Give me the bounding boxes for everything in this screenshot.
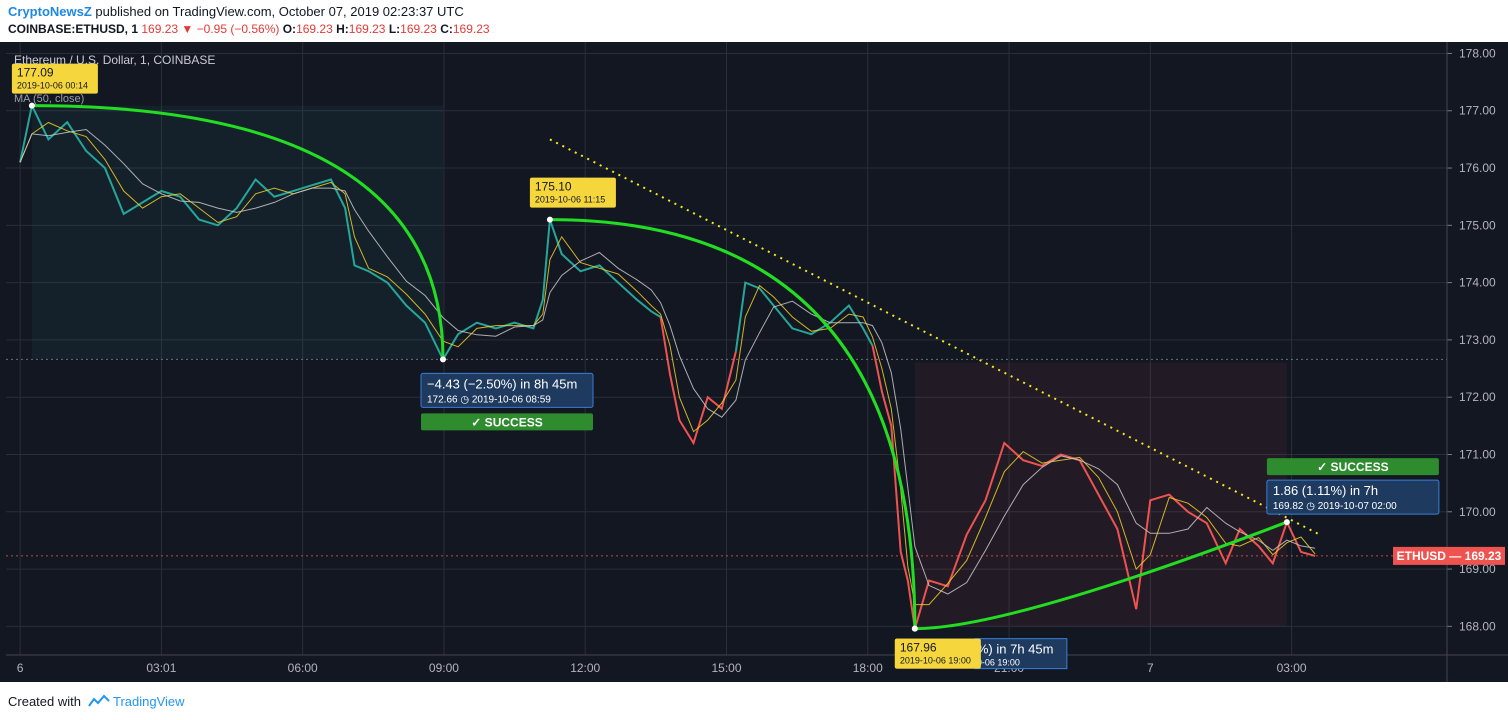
y-tick-label: 175.00 [1459,218,1496,232]
symbol-label: COINBASE:ETHUSD, 1 [8,22,139,36]
x-tick-label: 7 [1147,661,1154,675]
high-label: H: [336,22,349,36]
arc-endpoint [440,356,447,363]
arc-endpoint [28,102,35,109]
x-tick-label: 03:01 [146,661,176,675]
forecast-box [420,372,594,408]
x-tick-label: 06:00 [288,661,318,675]
x-tick-label: 15:00 [711,661,741,675]
dotted-trendline [549,138,1321,536]
x-tick-label: 09:00 [429,661,459,675]
x-tick-label: 12:00 [570,661,600,675]
y-tick-label: 176.00 [1459,161,1496,175]
ma-slow-line [19,128,1316,595]
price-label-date-front: 2019-10-06 19:00 [900,656,971,666]
price-line-red-1 [659,316,737,446]
publish-info: CryptoNewsZ published on TradingView.com… [8,4,464,19]
price-label-value: 175.10 [535,180,572,194]
forecast-change: 1.86 (1.11%) in 7h [1273,483,1378,498]
price-label-box [11,63,98,94]
forecast-change: −4.43 (−2.50%) in 8h 45m [427,376,577,391]
forecast-label: −4.43 (−2.50%) in 8h 45m 172.66 ◷ 2019-10… [420,372,594,431]
drawing-overlays [6,102,1447,632]
close-value: 169.23 [452,22,490,36]
forecast-target: 172.66 ◷ 2019-10-06 08:59 [427,394,551,405]
chart-background [0,42,1508,682]
forecast-box [1266,479,1440,515]
price-label-value: 177.09 [17,66,54,80]
forecast-arc [31,104,445,360]
last-price: 169.23 [141,22,179,36]
arc-endpoint [546,216,553,223]
publish-text: published on TradingView.com, October 07… [95,4,464,19]
arc-endpoint [911,625,918,632]
price-series [19,102,1316,629]
legend-ma: MA (50, close) [14,93,84,105]
forecast-target: 169.82 ◷ 2019-10-07 02:00 [1273,501,1397,512]
created-with-text: Created with [8,694,81,709]
legend-title: Ethereum / U.S. Dollar, 1, COINBASE [14,53,215,67]
price-line-teal-2 [734,281,874,352]
tradingview-brand[interactable]: TradingView [113,694,185,709]
forecast-date-partial: 0-06 19:00 [977,658,1020,668]
forecast-label: 1.86 (1.11%) in 7h 169.82 ◷ 2019-10-07 02… [1266,458,1440,515]
y-tick-label: 170.00 [1459,505,1496,519]
price-line-teal-1 [19,102,662,362]
arc-endpoint [1283,519,1290,526]
open-label: O: [282,22,297,36]
tradingview-logo-icon [87,694,110,711]
success-badge [421,413,594,431]
footer: Created with TradingView [8,694,185,711]
y-tick-label: 172.00 [1459,390,1496,404]
price-change: −0.95 (−0.56%) [196,22,280,36]
y-tick-label: 169.00 [1459,562,1496,576]
chart-container[interactable]: 178.00 177.00 176.00 175.00 174.00 173.00 172.… [0,42,1508,682]
x-tick-label: 6 [17,661,24,675]
low-value: 169.23 [400,22,437,36]
forecast-arc [914,520,1288,631]
low-label: L: [388,22,401,36]
target-zone-2 [914,362,1287,627]
target-zone-1 [31,105,444,360]
forecast-box-partial [974,638,1068,670]
high-value: 169.23 [348,22,386,36]
down-arrow-icon: ▼ [181,22,194,36]
y-tick-label: 168.00 [1459,619,1496,633]
current-price-text: ETHUSD — 169.23 [1397,549,1502,563]
success-text: ✓ SUCCESS [1317,460,1388,474]
price-label-value-front: 167.96 [900,641,937,655]
forecast-change-partial: %) in 7h 45m [977,642,1054,657]
forecast-arc [549,218,917,629]
y-tick-label: 171.00 [1459,447,1496,461]
y-tick-label: 177.00 [1459,104,1496,118]
price-label-date: 2019-10-06 11:15 [535,195,605,205]
price-label-date: 2019-10-06 00:14 [17,81,88,91]
success-badge [1266,458,1439,476]
price-chart[interactable]: 178.00 177.00 176.00 175.00 174.00 173.00 172.… [0,42,1508,682]
price-label-box-front [894,638,981,669]
price-label-box [529,177,616,208]
open-value: 169.23 [296,22,333,36]
author-link[interactable]: CryptoNewsZ [8,4,92,19]
y-tick-label: 173.00 [1459,333,1496,347]
current-price-tag [1393,546,1505,565]
x-tick-label: 03:00 [1277,661,1307,675]
x-tick-label: 18:00 [853,661,883,675]
close-label: C: [440,22,453,36]
symbol-ohlc-line: COINBASE:ETHUSD, 1 169.23 ▼ −0.95 (−0.56… [8,22,490,36]
success-text: ✓ SUCCESS [471,415,542,429]
ma-fast-line [19,121,1316,606]
y-tick-label: 174.00 [1459,276,1496,290]
y-tick-label: 178.00 [1459,46,1496,60]
shaded-zones [31,105,1287,627]
